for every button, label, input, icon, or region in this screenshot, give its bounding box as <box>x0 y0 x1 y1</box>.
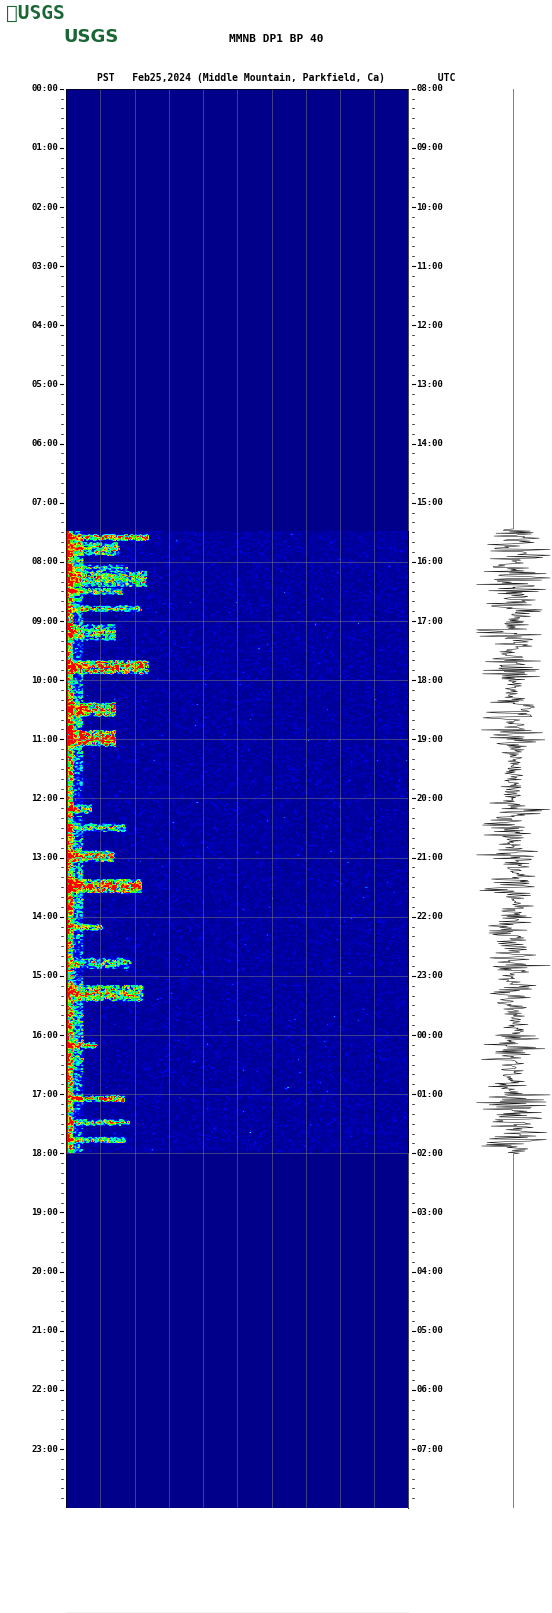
Text: 08:00: 08:00 <box>416 84 443 94</box>
Text: 07:00: 07:00 <box>31 498 59 506</box>
Text: 23:00: 23:00 <box>416 971 443 981</box>
Text: 21:00: 21:00 <box>31 1326 59 1336</box>
Text: 01:00: 01:00 <box>416 1090 443 1098</box>
Text: 17:00: 17:00 <box>416 616 443 626</box>
Text: 13:00: 13:00 <box>31 853 59 861</box>
Text: 06:00: 06:00 <box>416 1386 443 1394</box>
Text: 22:00: 22:00 <box>416 913 443 921</box>
Text: 20:00: 20:00 <box>416 794 443 803</box>
Text: 11:00: 11:00 <box>31 736 59 744</box>
Text: 06:00: 06:00 <box>31 439 59 448</box>
Text: 17:00: 17:00 <box>31 1090 59 1098</box>
Text: 19:00: 19:00 <box>416 736 443 744</box>
Text: ⬛USGS: ⬛USGS <box>6 5 64 24</box>
Text: 02:00: 02:00 <box>416 1148 443 1158</box>
Text: 12:00: 12:00 <box>31 794 59 803</box>
Text: 01:00: 01:00 <box>31 144 59 152</box>
Text: 15:00: 15:00 <box>416 498 443 506</box>
Text: 04:00: 04:00 <box>416 1268 443 1276</box>
Text: 11:00: 11:00 <box>416 261 443 271</box>
Text: 08:00: 08:00 <box>31 558 59 566</box>
Text: 18:00: 18:00 <box>31 1148 59 1158</box>
Text: PST   Feb25,2024 (Middle Mountain, Parkfield, Ca)         UTC: PST Feb25,2024 (Middle Mountain, Parkfie… <box>97 73 455 82</box>
Text: 16:00: 16:00 <box>31 1031 59 1039</box>
Text: 16:00: 16:00 <box>416 558 443 566</box>
Text: 02:00: 02:00 <box>31 203 59 211</box>
Text: 14:00: 14:00 <box>31 913 59 921</box>
Text: MMNB DP1 BP 40: MMNB DP1 BP 40 <box>229 34 323 44</box>
Text: 05:00: 05:00 <box>31 381 59 389</box>
Text: 23:00: 23:00 <box>31 1445 59 1453</box>
Text: 19:00: 19:00 <box>31 1208 59 1216</box>
Text: 09:00: 09:00 <box>31 616 59 626</box>
Text: 18:00: 18:00 <box>416 676 443 684</box>
Text: 03:00: 03:00 <box>31 261 59 271</box>
Text: 20:00: 20:00 <box>31 1268 59 1276</box>
Text: 21:00: 21:00 <box>416 853 443 861</box>
Text: 00:00: 00:00 <box>31 84 59 94</box>
Text: 14:00: 14:00 <box>416 439 443 448</box>
Text: 03:00: 03:00 <box>416 1208 443 1216</box>
Text: 22:00: 22:00 <box>31 1386 59 1394</box>
Text: 10:00: 10:00 <box>416 203 443 211</box>
Text: 13:00: 13:00 <box>416 381 443 389</box>
Text: 04:00: 04:00 <box>31 321 59 329</box>
Text: 12:00: 12:00 <box>416 321 443 329</box>
Text: 07:00: 07:00 <box>416 1445 443 1453</box>
Text: 09:00: 09:00 <box>416 144 443 152</box>
Text: 15:00: 15:00 <box>31 971 59 981</box>
Text: 05:00: 05:00 <box>416 1326 443 1336</box>
Text: 10:00: 10:00 <box>31 676 59 684</box>
Text: 00:00: 00:00 <box>416 1031 443 1039</box>
Polygon shape <box>10 13 50 50</box>
Text: USGS: USGS <box>63 27 119 47</box>
